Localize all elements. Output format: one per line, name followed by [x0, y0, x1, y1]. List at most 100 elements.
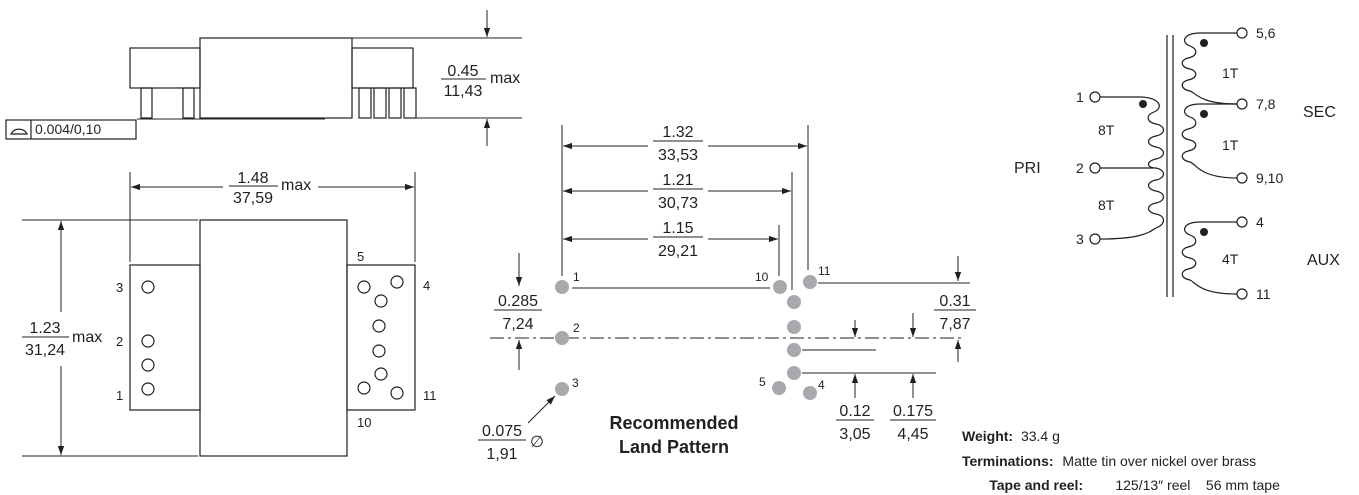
land-pad [555, 331, 569, 345]
pin-hole [374, 367, 388, 381]
pin-label: 11 [423, 388, 437, 403]
height-inch: 0.45 [447, 63, 478, 80]
width-inch: 1.48 [237, 170, 268, 187]
secondary-dot [1200, 39, 1208, 47]
turns-label: 4T [1222, 251, 1239, 267]
dim-c-inch: 1.15 [662, 220, 693, 237]
terminal-label: 11 [1256, 286, 1271, 302]
land-pad [803, 386, 817, 400]
land-pad [787, 320, 801, 334]
dim-e-mm: 7,87 [939, 316, 970, 333]
pin-hole [372, 344, 386, 358]
terminal [1236, 98, 1248, 110]
aux-dot [1200, 228, 1208, 236]
dim-g-mm: 4,45 [897, 426, 928, 443]
terminal-label: 1 [1076, 89, 1084, 105]
terminations-value: Matte tin over nickel over brass [1062, 453, 1256, 469]
primary-winding-lower [1099, 167, 1165, 240]
secondary-dot [1200, 110, 1208, 118]
length-inch: 1.23 [29, 320, 60, 337]
dim-g-inch: 0.175 [893, 403, 933, 420]
dim-b-mm: 30,73 [658, 195, 698, 212]
dim-f-mm: 3,05 [839, 426, 870, 443]
terminal [1089, 91, 1101, 103]
side-view: 0.004/0,10 0.45 11,43 max [5, 10, 522, 146]
terminal [1236, 216, 1248, 228]
hole-inch: 0.075 [482, 423, 522, 440]
pin-hole [390, 386, 404, 400]
width-mm: 37,59 [233, 190, 273, 207]
pin-label: 10 [357, 415, 371, 430]
aux-winding [1181, 221, 1238, 295]
pin-label: 1 [116, 388, 123, 403]
dim-a-mm: 33,53 [658, 147, 698, 164]
pin-hole [357, 381, 371, 395]
side-view-pin [358, 87, 372, 119]
top-view-core [199, 219, 348, 457]
dim-b-inch: 1.21 [662, 172, 693, 189]
land-pattern-title-line2: Land Pattern [619, 437, 729, 457]
terminations-label: Terminations: [962, 453, 1054, 469]
pad-label: 11 [818, 264, 831, 278]
turns-label: 1T [1222, 137, 1239, 153]
side-view-core [199, 37, 353, 119]
pin-label: 5 [357, 249, 364, 264]
dim-d-inch: 0.285 [498, 293, 538, 310]
pin-label: 2 [116, 334, 123, 349]
pad-label: 4 [818, 378, 825, 392]
pad-label: 10 [755, 270, 769, 284]
flatness-value: 0.004/0,10 [35, 121, 101, 137]
pin-hole [141, 280, 155, 294]
top-view: 3 2 1 5 4 11 10 1.48 37,59 max 1.23 31,2… [22, 170, 437, 457]
pad-label: 2 [573, 321, 580, 335]
side-view-pin [388, 87, 402, 119]
terminal-label: 5,6 [1256, 25, 1276, 41]
terminal [1089, 233, 1101, 245]
land-pad [787, 366, 801, 380]
terminal [1089, 162, 1101, 174]
side-view-pin [403, 87, 417, 119]
side-view-pin [140, 87, 153, 119]
land-pad [803, 275, 817, 289]
side-view-left-bobbin [129, 47, 201, 89]
terminal [1236, 288, 1248, 300]
land-pattern-title-line1: Recommended [609, 413, 738, 433]
turns-label: 1T [1222, 65, 1239, 81]
pin-hole [141, 382, 155, 396]
dim-d-mm: 7,24 [502, 316, 533, 333]
length-suffix: max [72, 329, 102, 346]
pin-hole [357, 280, 371, 294]
secondary-winding-lower [1181, 103, 1238, 179]
top-view-right-bobbin [346, 264, 416, 411]
land-pad [787, 295, 801, 309]
tape-row: Tape and reel: 125/13″ reel 56 mm tape [962, 477, 1299, 493]
primary-dot [1139, 100, 1147, 108]
side-view-pin [182, 87, 195, 119]
pin-hole [374, 294, 388, 308]
terminal-label: 4 [1256, 214, 1264, 230]
pin-hole [390, 275, 404, 289]
land-pattern: 1.32 33,53 1.21 30,73 1.15 29,21 1 2 3 1… [478, 118, 976, 463]
aux-label: AUX [1307, 252, 1340, 269]
length-mm: 31,24 [25, 342, 65, 359]
terminal-label: 3 [1076, 231, 1084, 247]
turns-label: 8T [1098, 197, 1115, 213]
land-pad [773, 280, 787, 294]
dim-f-inch: 0.12 [839, 403, 870, 420]
tape-label: Tape and reel: [989, 477, 1083, 493]
top-view-left-bobbin [129, 264, 201, 411]
tape-value: 125/13″ reel 56 mm tape [1115, 477, 1280, 493]
terminal [1236, 172, 1248, 184]
diameter-symbol: ∅ [530, 434, 544, 451]
weight-row: Weight: 33.4 g [962, 428, 1060, 444]
terminal [1236, 27, 1248, 39]
width-suffix: max [281, 177, 311, 194]
height-suffix: max [490, 70, 520, 87]
pad-label: 3 [572, 376, 579, 390]
dim-a-inch: 1.32 [662, 124, 693, 141]
pri-label: PRI [1014, 160, 1041, 177]
flatness-frame [5, 119, 137, 140]
land-pad [555, 280, 569, 294]
primary-winding-upper [1100, 96, 1165, 169]
terminal-label: 9,10 [1256, 170, 1283, 186]
